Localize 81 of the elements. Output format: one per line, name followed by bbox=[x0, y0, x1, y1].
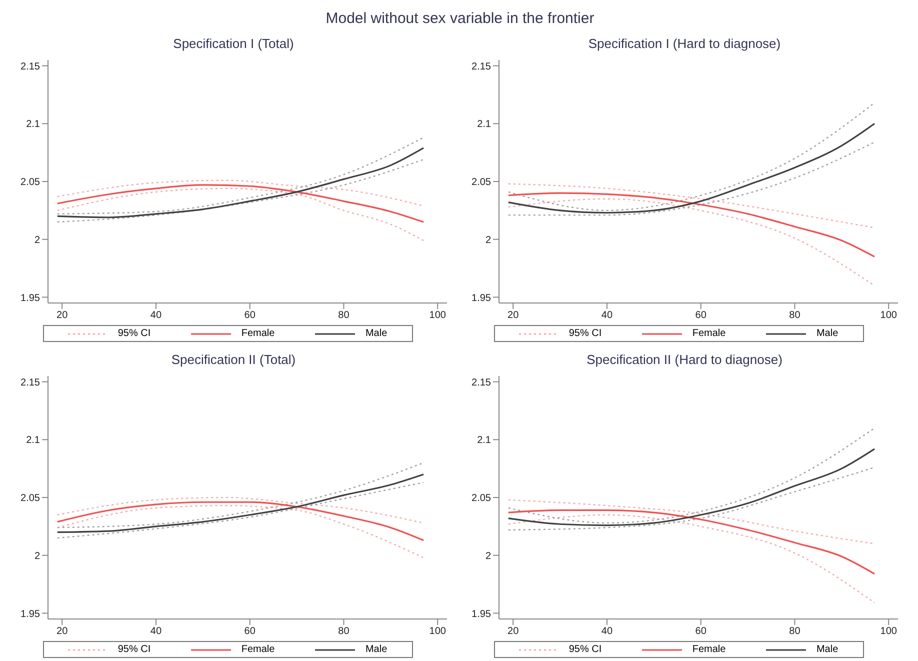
line-series bbox=[56, 184, 424, 223]
line-series bbox=[508, 142, 876, 216]
legend-label: 95% CI bbox=[118, 328, 151, 339]
line-series bbox=[508, 466, 876, 530]
y-tick-label: 2.15 bbox=[20, 61, 40, 72]
line-series bbox=[508, 183, 876, 228]
x-tick-label: 40 bbox=[150, 626, 162, 638]
line-series bbox=[56, 505, 424, 558]
line-series bbox=[56, 496, 424, 524]
y-tick-label: 1.95 bbox=[472, 608, 492, 620]
x-tick-label: 20 bbox=[56, 626, 68, 638]
line-series bbox=[56, 474, 424, 534]
x-tick-label: 40 bbox=[150, 310, 162, 322]
line-series bbox=[508, 427, 876, 524]
x-tick-label: 80 bbox=[338, 310, 350, 322]
y-tick-label: 2.1 bbox=[26, 119, 40, 130]
line-series bbox=[56, 462, 424, 528]
x-tick-label: 20 bbox=[56, 310, 68, 322]
y-tick-label: 1.95 bbox=[472, 292, 492, 304]
y-tick-label: 2.05 bbox=[20, 177, 40, 188]
legend-label: Male bbox=[816, 328, 838, 339]
x-tick-label: 80 bbox=[789, 626, 801, 638]
chart-title: Specification I (Total) bbox=[172, 36, 295, 52]
x-tick-label: 40 bbox=[601, 310, 613, 322]
line-series bbox=[508, 122, 876, 214]
legend-label: Female bbox=[692, 328, 726, 339]
y-tick-label: 2 bbox=[34, 550, 40, 562]
legend-label: Female bbox=[241, 644, 275, 655]
y-tick-label: 2.05 bbox=[472, 493, 492, 504]
x-tick-label: 100 bbox=[429, 310, 446, 322]
chart-title: Specification II (Hard to diagnose) bbox=[586, 352, 784, 368]
line-series bbox=[56, 136, 424, 214]
line-series bbox=[56, 158, 424, 223]
legend-label: Female bbox=[692, 644, 726, 655]
y-tick-label: 2.1 bbox=[477, 435, 492, 446]
line-series bbox=[508, 102, 876, 212]
legend-label: Male bbox=[365, 644, 388, 655]
x-tick-label: 100 bbox=[429, 626, 446, 638]
x-tick-label: 20 bbox=[508, 626, 520, 638]
x-tick-label: 100 bbox=[880, 626, 898, 638]
line-series bbox=[56, 180, 424, 206]
legend-label: 95% CI bbox=[568, 644, 602, 655]
chart-title: Specification II (Total) bbox=[170, 352, 297, 368]
line-series bbox=[56, 147, 424, 218]
x-tick-label: 60 bbox=[244, 310, 256, 322]
x-tick-label: 80 bbox=[789, 310, 801, 322]
legend-label: 95% CI bbox=[118, 644, 151, 655]
x-tick-label: 60 bbox=[695, 626, 707, 638]
y-tick-label: 2 bbox=[34, 234, 40, 246]
x-tick-label: 60 bbox=[695, 310, 707, 322]
line-series bbox=[508, 192, 876, 258]
legend-label: Male bbox=[816, 644, 838, 655]
text: Model without sex variable in the frontier bbox=[324, 9, 596, 29]
line-series bbox=[508, 514, 876, 604]
y-tick-label: 2.05 bbox=[20, 493, 40, 504]
legend-label: Male bbox=[365, 328, 388, 339]
y-tick-label: 2 bbox=[485, 550, 492, 562]
line-series bbox=[508, 499, 876, 544]
y-tick-label: 2.05 bbox=[472, 177, 492, 188]
x-tick-label: 40 bbox=[601, 626, 613, 638]
x-tick-label: 100 bbox=[880, 310, 898, 322]
y-tick-label: 2.15 bbox=[20, 377, 40, 388]
line-series bbox=[56, 188, 424, 242]
x-tick-label: 80 bbox=[338, 626, 350, 638]
y-tick-label: 2.1 bbox=[26, 435, 40, 446]
x-tick-label: 60 bbox=[244, 626, 256, 638]
line-series bbox=[508, 509, 876, 575]
legend-label: 95% CI bbox=[568, 328, 602, 339]
x-tick-label: 20 bbox=[508, 310, 520, 322]
line-series bbox=[508, 448, 876, 526]
line-series bbox=[508, 198, 876, 286]
legend-label: Female bbox=[241, 328, 275, 339]
chart-title: Specification I (Hard to diagnose) bbox=[587, 36, 782, 52]
y-tick-label: 1.95 bbox=[20, 292, 40, 304]
y-tick-label: 2.15 bbox=[472, 377, 492, 388]
line-series bbox=[56, 482, 424, 539]
y-tick-label: 2.15 bbox=[472, 61, 492, 72]
y-tick-label: 1.95 bbox=[20, 608, 40, 620]
line-series bbox=[56, 501, 424, 542]
y-tick-label: 2.1 bbox=[477, 119, 492, 130]
y-tick-label: 2 bbox=[485, 234, 492, 246]
